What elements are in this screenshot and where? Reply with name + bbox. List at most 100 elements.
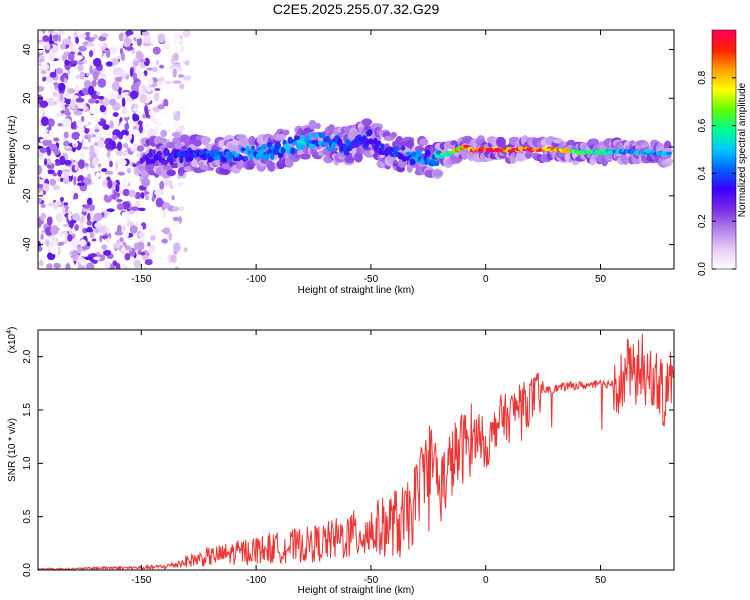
spectrogram-noise-blob	[72, 143, 77, 148]
spectrogram-signal-halo	[282, 129, 290, 136]
page-title: C2E5.2025.255.07.32.G29	[273, 1, 440, 17]
spectrogram-noise-blob	[164, 81, 173, 85]
spectrogram-noise-blob	[79, 239, 87, 247]
spectrogram-noise-blob	[42, 139, 50, 146]
spectrogram-signal-halo	[136, 145, 145, 152]
spectrogram-noise-blob	[77, 125, 85, 133]
colorbar-ticks: 0.0 0.2 0.4 0.6 0.8	[697, 70, 736, 276]
colorbar-tick-label: 0.6	[697, 118, 708, 132]
spectrogram-noise-blob	[88, 204, 95, 212]
spectrogram-y-tick-label: 20	[22, 92, 33, 104]
spectrogram-noise-blob	[176, 121, 185, 127]
spectrogram-noise-blob	[58, 82, 66, 92]
snr-x-tick-label: -100	[246, 575, 266, 586]
spectrogram-noise-blob	[164, 35, 169, 45]
spectrogram-noise-blob	[134, 200, 141, 207]
spectrogram-noise-blob	[47, 97, 55, 107]
spectrogram-noise-blob	[159, 64, 165, 69]
spectrogram-noise-blob	[89, 50, 94, 58]
spectrogram-noise-blob	[95, 172, 101, 178]
snr-y-scale-prefix: (x10	[7, 333, 18, 353]
spectrogram-noise-blob	[112, 112, 119, 118]
spectrogram-noise-blob	[116, 192, 121, 198]
spectrogram-noise-blob	[89, 144, 95, 154]
spectrogram-noise-blob	[47, 202, 56, 207]
colorbar-tick-label: 0.8	[697, 70, 708, 84]
spectrogram-signal-core	[393, 146, 400, 151]
spectrogram-noise-blob	[85, 228, 94, 233]
spectrogram-noise-blob	[116, 203, 124, 211]
spectrogram-noise-blob	[174, 265, 180, 269]
spectrogram-noise-blob	[97, 163, 101, 168]
colorbar-tick-label: 0.4	[697, 166, 708, 180]
spectrogram-noise-blob	[54, 162, 62, 166]
spectrogram-y-ticks: -40 -20 0 20 40	[22, 44, 674, 252]
spectrogram-signal-core	[266, 141, 273, 148]
spectrogram-signal-core	[308, 132, 313, 139]
spectrogram-noise-blob	[38, 237, 48, 244]
spectrogram-signal-core	[274, 142, 282, 150]
spectrogram-noise-blob	[109, 46, 118, 55]
spectrogram-noise-blob	[124, 252, 131, 261]
colorbar: 0.0 0.2 0.4 0.6 0.8 Normalized spectral ampl…	[697, 29, 748, 276]
spectrogram-signal-core	[326, 146, 331, 152]
spectrogram-noise-blob	[122, 113, 130, 118]
spectrogram-noise-blob	[74, 164, 78, 171]
spectrogram-noise-blob	[116, 141, 123, 152]
spectrogram-noise-blob	[140, 251, 146, 256]
spectrogram-noise-blob	[176, 126, 185, 132]
spectrogram-noise-blob	[78, 222, 85, 230]
spectrogram-y-tick-label: -40	[22, 237, 33, 252]
spectrogram-noise-blob	[86, 197, 93, 206]
spectrogram-signal-core	[336, 138, 343, 146]
spectrogram-y-tick-label: -20	[22, 188, 33, 203]
spectrogram-noise-blob	[38, 85, 45, 92]
spectrogram-noise-blob	[74, 55, 83, 61]
spectrogram-signal-core	[318, 132, 326, 139]
spectrogram-signal-core	[156, 150, 163, 157]
snr-y-scale: (x104)	[6, 327, 18, 354]
spectrogram-noise-blob	[121, 97, 126, 108]
spectrogram-noise-blob	[73, 110, 83, 116]
spectrogram-noise-blob	[118, 71, 128, 77]
spectrogram-signal-halo	[158, 137, 168, 144]
spectrogram-x-tick-label: -150	[131, 274, 151, 285]
spectrogram-noise-blob	[68, 212, 72, 221]
spectrogram-noise-blob	[121, 106, 127, 115]
spectrogram-signal-halo	[299, 153, 311, 160]
spectrogram-noise-blob	[125, 131, 129, 136]
spectrogram-noise-blob	[72, 212, 80, 222]
spectrogram-noise-blob	[172, 80, 182, 84]
spectrogram-noise-blob	[139, 225, 143, 232]
spectrogram-signal-core	[314, 133, 319, 139]
spectrogram-noise-blob	[147, 48, 153, 55]
spectrogram-noise-blob	[171, 206, 180, 212]
spectrogram-noise-blob	[120, 147, 127, 152]
spectrogram-noise-blob	[109, 120, 114, 129]
spectrogram-noise-blob	[63, 77, 68, 84]
spectrogram-x-tick-label: -100	[246, 274, 266, 285]
spectrogram-noise-blob	[112, 242, 121, 249]
spectrogram-noise-blob	[90, 137, 100, 142]
spectrogram-signal-halo	[174, 142, 183, 149]
spectrogram-noise-blob	[64, 59, 70, 66]
spectrogram-noise-blob	[102, 224, 107, 235]
spectrogram-noise-blob	[38, 118, 41, 129]
spectrogram-noise-blob	[114, 230, 124, 236]
spectrogram-noise-blob	[74, 84, 79, 93]
spectrogram-noise-blob	[75, 97, 85, 103]
spectrogram-noise-blob	[179, 83, 185, 90]
spectrogram-noise-blob	[88, 98, 96, 104]
spectrogram-noise-blob	[121, 211, 130, 219]
spectrogram-noise-blob	[177, 182, 184, 187]
spectrogram-noise-blob	[118, 134, 123, 140]
spectrogram-noise-blob	[147, 241, 151, 247]
spectrogram-noise-blob	[59, 92, 64, 102]
spectrogram-noise-blob	[156, 263, 165, 269]
spectrogram-frame	[37, 29, 675, 270]
spectrogram-noise-blob	[162, 202, 171, 209]
spectrogram-noise-blob	[82, 105, 88, 112]
spectrogram-noise-blob	[170, 254, 177, 263]
spectrogram-noise-blob	[129, 90, 139, 100]
